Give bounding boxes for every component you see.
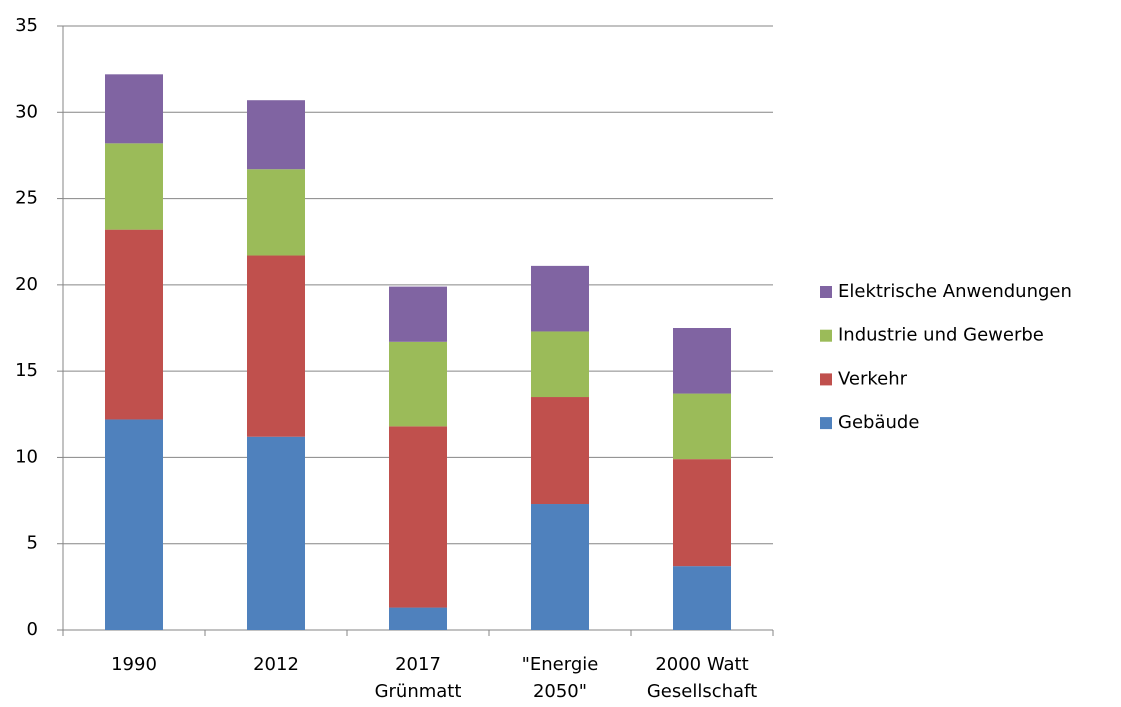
bar-segment — [105, 229, 163, 420]
x-tick-label: 1990 — [111, 654, 157, 675]
bar-segment — [531, 397, 589, 505]
bar-segment — [531, 265, 589, 332]
x-tick-label-line: Grünmatt — [375, 681, 462, 702]
bar-segment — [105, 419, 163, 630]
x-tick-label-line: 1990 — [111, 654, 157, 675]
y-tick-label: 30 — [15, 101, 38, 122]
bar-segment — [673, 328, 731, 394]
x-tick-label: 2012 — [253, 654, 299, 675]
bar-segment — [389, 607, 447, 630]
bar-segment — [389, 341, 447, 427]
legend-label: Verkehr — [838, 368, 908, 389]
bar-segment — [531, 504, 589, 630]
bar-segment — [247, 100, 305, 170]
x-tick-label: 2017 Grünmatt — [375, 654, 462, 702]
x-tick-label-line: 2017 — [395, 654, 441, 675]
y-tick-label: 10 — [15, 446, 38, 467]
y-tick-label: 0 — [27, 619, 38, 640]
y-tick-label: 35 — [15, 15, 38, 36]
y-tick-label: 20 — [15, 274, 38, 295]
bar-segment — [105, 143, 163, 230]
legend-swatch — [820, 417, 832, 430]
legend-swatch — [820, 286, 832, 298]
x-tick-label-line: "Energie — [522, 654, 599, 675]
x-tick-label-line: 2050" — [533, 681, 587, 702]
x-tick-label: 2000 Watt Gesellschaft — [647, 654, 757, 702]
x-tick-label: "Energie 2050" — [522, 654, 599, 702]
bar-segment — [389, 426, 447, 608]
y-tick-label: 25 — [15, 188, 38, 209]
legend-label: Elektrische Anwendungen — [838, 281, 1072, 302]
bar-segment — [247, 255, 305, 437]
legend-swatch — [820, 329, 832, 342]
bar-segment — [389, 286, 447, 342]
x-tick-label-line: 2000 Watt — [655, 654, 748, 675]
y-tick-label: 15 — [15, 360, 38, 381]
y-tick-label: 5 — [27, 533, 38, 554]
legend-swatch — [820, 373, 832, 386]
legend-label: Industrie und Gewerbe — [838, 325, 1044, 346]
bar-segment — [673, 566, 731, 630]
bar-segment — [673, 459, 731, 567]
bar-segment — [247, 169, 305, 256]
x-tick-label-line: Gesellschaft — [647, 681, 757, 702]
bar-segment — [105, 74, 163, 144]
bar-segment — [531, 331, 589, 398]
bar-segment — [247, 436, 305, 630]
x-tick-label-line: 2012 — [253, 654, 299, 675]
legend-label: Gebäude — [838, 412, 919, 433]
bar-segment — [673, 393, 731, 460]
